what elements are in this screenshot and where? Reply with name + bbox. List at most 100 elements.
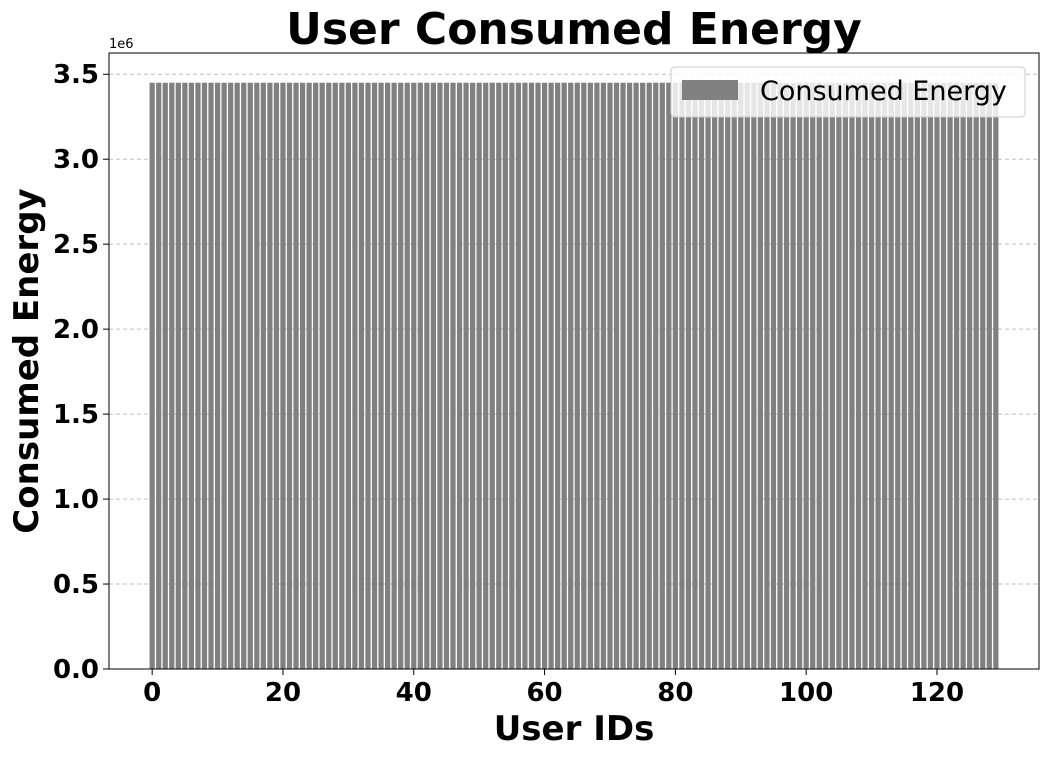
bar <box>398 82 404 670</box>
bar <box>162 82 168 670</box>
bar <box>234 82 240 670</box>
bar <box>797 82 803 670</box>
bar <box>640 82 646 670</box>
bar <box>836 82 842 670</box>
bar <box>332 82 338 670</box>
y-tick-label: 1.0 <box>53 485 99 515</box>
bar <box>221 82 227 670</box>
bar <box>568 82 574 670</box>
bar <box>803 82 809 670</box>
bar <box>267 82 273 670</box>
x-tick-label: 0 <box>143 678 161 708</box>
bar <box>862 82 868 670</box>
bar <box>993 82 999 670</box>
bar <box>384 82 391 670</box>
bar <box>783 82 790 670</box>
y-offset-label: 1e6 <box>109 37 134 52</box>
bar <box>378 82 384 670</box>
legend-swatch <box>682 80 738 100</box>
bar <box>725 82 731 670</box>
bar <box>306 82 312 670</box>
bar <box>823 82 829 670</box>
bar <box>731 82 737 670</box>
bar <box>483 82 489 670</box>
bar <box>509 82 515 670</box>
x-tick-label: 120 <box>910 678 964 708</box>
bar <box>535 82 541 670</box>
bar <box>868 82 875 670</box>
bar <box>764 82 770 670</box>
bar <box>391 82 397 670</box>
plot-frame <box>108 52 1040 670</box>
bar <box>555 82 561 670</box>
bar <box>411 82 417 670</box>
bar <box>967 82 973 670</box>
chart-title: User Consumed Energy <box>286 4 862 55</box>
bar <box>228 82 234 670</box>
bar <box>581 82 587 670</box>
bar <box>914 82 920 670</box>
x-tick-label: 40 <box>396 678 432 708</box>
bar <box>260 82 266 670</box>
bar <box>953 82 960 670</box>
bar <box>810 82 816 670</box>
bar <box>502 82 508 670</box>
bar <box>286 82 293 670</box>
bar <box>757 82 764 670</box>
bar <box>254 82 260 670</box>
bar <box>201 82 208 670</box>
bar <box>339 82 345 670</box>
bar <box>770 82 777 670</box>
bar <box>777 82 783 670</box>
bar <box>208 82 214 670</box>
bar <box>980 82 986 670</box>
bar <box>156 82 162 670</box>
y-tick-label: 0.5 <box>53 570 99 600</box>
bar <box>561 82 567 670</box>
x-tick-label: 100 <box>779 678 833 708</box>
y-tick-label: 2.0 <box>53 315 99 345</box>
bar <box>247 82 253 670</box>
bar <box>849 82 855 670</box>
bar <box>986 82 992 670</box>
bar <box>417 82 423 670</box>
bar <box>345 82 351 670</box>
bar <box>352 82 358 670</box>
y-axis-ticks: 0.0 0.5 1.0 1.5 2.0 2.5 3.0 3.5 <box>53 60 109 685</box>
bar <box>882 82 888 670</box>
legend-box <box>670 66 1026 118</box>
bar <box>927 82 934 670</box>
bar <box>692 82 698 670</box>
bar <box>463 82 469 670</box>
bar <box>646 82 652 670</box>
y-tick-label: 3.5 <box>53 60 99 90</box>
bar <box>855 82 862 670</box>
bar <box>934 82 940 670</box>
bar <box>548 82 554 670</box>
bar <box>313 82 319 670</box>
x-axis-ticks: 0 20 40 60 80 100 120 <box>143 669 964 708</box>
bar <box>908 82 914 670</box>
bar <box>973 82 979 670</box>
bar <box>711 82 718 670</box>
y-tick-label: 0.0 <box>53 655 99 685</box>
bar <box>476 82 482 670</box>
bar <box>895 82 901 670</box>
bar <box>626 82 633 670</box>
bar <box>738 82 744 670</box>
bar <box>842 82 849 670</box>
bar <box>960 82 966 670</box>
bar <box>365 82 371 670</box>
bar <box>430 82 437 670</box>
bar <box>515 82 522 670</box>
x-axis-label: User IDs <box>494 709 655 749</box>
bar <box>875 82 881 670</box>
y-tick-label: 2.5 <box>53 230 99 260</box>
bar <box>443 82 450 670</box>
y-tick-label: 3.0 <box>53 145 99 175</box>
bar <box>607 82 613 670</box>
bar <box>816 82 822 670</box>
bar <box>522 82 528 670</box>
